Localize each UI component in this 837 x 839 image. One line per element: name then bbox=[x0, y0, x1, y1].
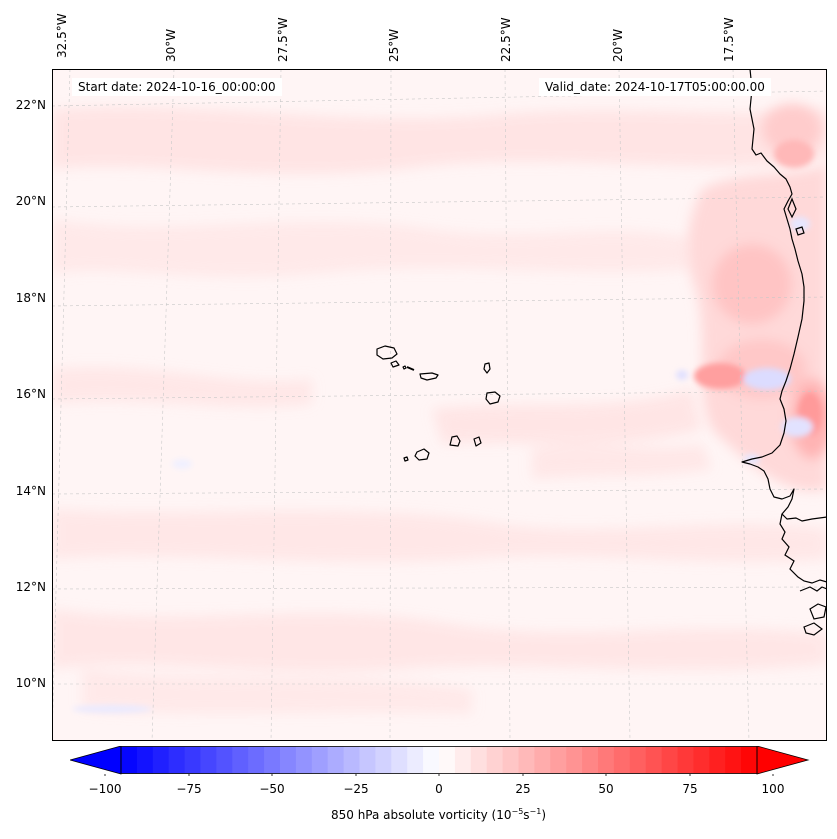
lat-label-14n: 14°N bbox=[15, 484, 46, 498]
map-panel bbox=[52, 69, 827, 741]
lat-label-20n: 20°N bbox=[15, 194, 46, 208]
colorbar-segment bbox=[486, 746, 503, 774]
valid-date-label: Valid_date: 2024-10-17T05:00:00.00 bbox=[539, 78, 771, 96]
colorbar-segment bbox=[661, 746, 678, 774]
colorbar-segment bbox=[152, 746, 170, 774]
colorbar-segment bbox=[741, 746, 758, 774]
lat-label-16n: 16°N bbox=[15, 387, 46, 401]
colorbar-segment bbox=[248, 746, 265, 774]
colorbar-segment bbox=[645, 746, 662, 774]
lon-label-27-5w: 27.5°W bbox=[276, 17, 290, 62]
colorbar-segment bbox=[566, 746, 583, 774]
colorbar-tick-0: 0 bbox=[435, 782, 443, 796]
lon-label-25w: 25°W bbox=[387, 28, 401, 62]
colorbar-extend-min bbox=[70, 746, 122, 775]
colorbar-segment bbox=[598, 746, 615, 774]
lat-label-22n: 22°N bbox=[15, 98, 46, 112]
lon-label-30w: 30°W bbox=[164, 28, 178, 62]
colorbar-segment bbox=[168, 746, 185, 774]
colorbar-segment bbox=[407, 746, 424, 774]
colorbar-segment bbox=[375, 746, 392, 774]
colorbar-segments bbox=[121, 746, 758, 774]
colorbar-segment bbox=[121, 746, 138, 774]
lon-label-17-5w: 17.5°W bbox=[722, 17, 736, 62]
colorbar-segment bbox=[439, 746, 456, 774]
colorbar-tick-minus75: −75 bbox=[176, 782, 202, 796]
colorbar-segment bbox=[470, 746, 488, 774]
colorbar-segment bbox=[391, 746, 408, 774]
colorbar-segment bbox=[550, 746, 567, 774]
graticule bbox=[52, 69, 827, 741]
lat-label-12n: 12°N bbox=[15, 580, 46, 594]
colorbar-tick-100: 100 bbox=[761, 782, 785, 796]
colorbar-segment bbox=[582, 746, 599, 774]
colorbar-segment bbox=[502, 746, 519, 774]
colorbar bbox=[70, 746, 810, 776]
colorbar-tick-minus25: −25 bbox=[343, 782, 369, 796]
cape-verde-islands bbox=[376, 345, 501, 462]
colorbar-segment bbox=[454, 746, 472, 774]
colorbar-segment bbox=[232, 746, 249, 774]
lat-label-18n: 18°N bbox=[15, 291, 46, 305]
colorbar-segment bbox=[677, 746, 694, 774]
colorbar-segment bbox=[184, 746, 201, 774]
colorbar-segment bbox=[295, 746, 313, 774]
colorbar-segment bbox=[629, 746, 647, 774]
colorbar-segment bbox=[343, 746, 360, 774]
colorbar-segment bbox=[216, 746, 233, 774]
colorbar-segment bbox=[423, 746, 440, 774]
colorbar-segment bbox=[613, 746, 631, 774]
colorbar-segment bbox=[359, 746, 376, 774]
colorbar-segment bbox=[136, 746, 154, 774]
lon-label-22-5w: 22.5°W bbox=[499, 17, 513, 62]
colorbar-extend-max bbox=[756, 746, 810, 775]
vorticity-field bbox=[52, 106, 827, 714]
lon-label-32-5w: 32.5°W bbox=[55, 13, 69, 58]
colorbar-ticks bbox=[104, 774, 774, 776]
colorbar-tick-minus100: −100 bbox=[88, 782, 122, 796]
colorbar-tick-50: 50 bbox=[598, 782, 614, 796]
colorbar-segment bbox=[534, 746, 551, 774]
colorbar-segment bbox=[280, 746, 297, 774]
colorbar-segment bbox=[725, 746, 742, 774]
colorbar-segment bbox=[518, 746, 535, 774]
colorbar-segment bbox=[200, 746, 217, 774]
lat-label-10n: 10°N bbox=[15, 676, 46, 690]
colorbar-tick-25: 25 bbox=[515, 782, 531, 796]
colorbar-tick-minus50: −50 bbox=[259, 782, 285, 796]
colorbar-segment bbox=[709, 746, 726, 774]
start-date-label: Start date: 2024-10-16_00:00:00 bbox=[72, 78, 282, 96]
colorbar-segment bbox=[327, 746, 344, 774]
colorbar-segment bbox=[264, 746, 281, 774]
colorbar-tick-75: 75 bbox=[682, 782, 698, 796]
lon-label-20w: 20°W bbox=[611, 28, 625, 62]
colorbar-segment bbox=[693, 746, 710, 774]
colorbar-label: 850 hPa absolute vorticity (10−5s−1) bbox=[330, 807, 547, 823]
colorbar-segment bbox=[311, 746, 329, 774]
african-coastline bbox=[741, 69, 827, 522]
